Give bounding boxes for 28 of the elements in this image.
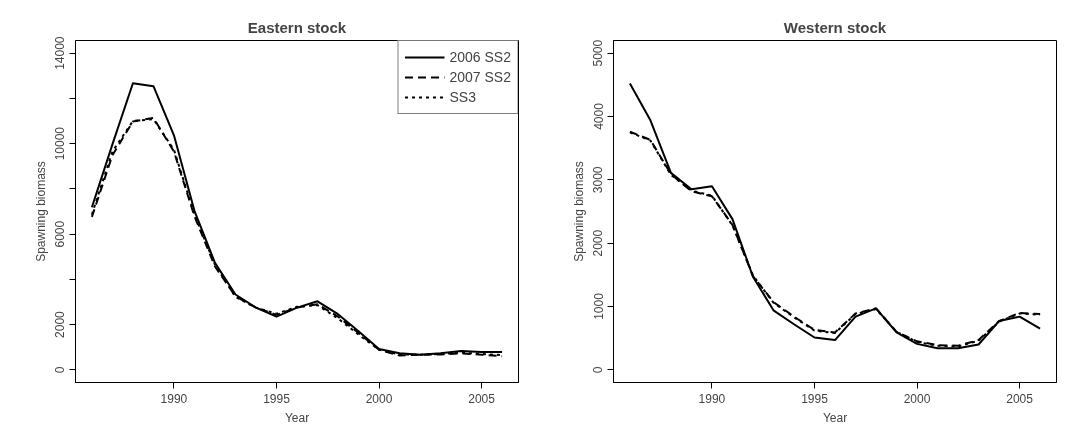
- y-tick-label: 2000: [591, 229, 606, 257]
- y-tick-label: 14000: [53, 36, 68, 70]
- y-tick-label: 2000: [53, 310, 68, 338]
- x-tick-label: 2005: [468, 391, 496, 406]
- x-axis-title: Year: [822, 410, 848, 425]
- y-axis-title: Spawning biomass: [571, 161, 586, 262]
- legend-label: 2006 SS2: [449, 49, 511, 65]
- x-tick-label: 2005: [1006, 391, 1034, 406]
- y-tick-label: 4000: [591, 102, 606, 130]
- x-tick-label: 2000: [365, 391, 393, 406]
- x-tick-label: 1995: [801, 391, 829, 406]
- y-tick-label: 10000: [53, 126, 68, 161]
- y-tick-label: 1000: [591, 292, 606, 320]
- y-tick-label: 0: [591, 366, 606, 374]
- y-tick-label: 3000: [591, 166, 606, 194]
- x-tick-label: 2000: [903, 391, 931, 406]
- legend-label: SS3: [449, 89, 476, 105]
- chart-title: Eastern stock: [247, 18, 347, 36]
- x-axis-title: Year: [284, 410, 310, 425]
- x-tick-label: 1995: [263, 391, 291, 406]
- x-tick-label: 1990: [698, 391, 726, 406]
- y-axis-title: Spawning biomass: [33, 161, 48, 262]
- chart-title: Western stock: [783, 18, 887, 36]
- legend-label: 2007 SS2: [449, 69, 511, 85]
- x-tick-label: 1990: [160, 391, 188, 406]
- y-tick-label: 0: [53, 366, 68, 374]
- y-tick-label: 5000: [591, 39, 606, 67]
- y-tick-label: 6000: [53, 220, 68, 248]
